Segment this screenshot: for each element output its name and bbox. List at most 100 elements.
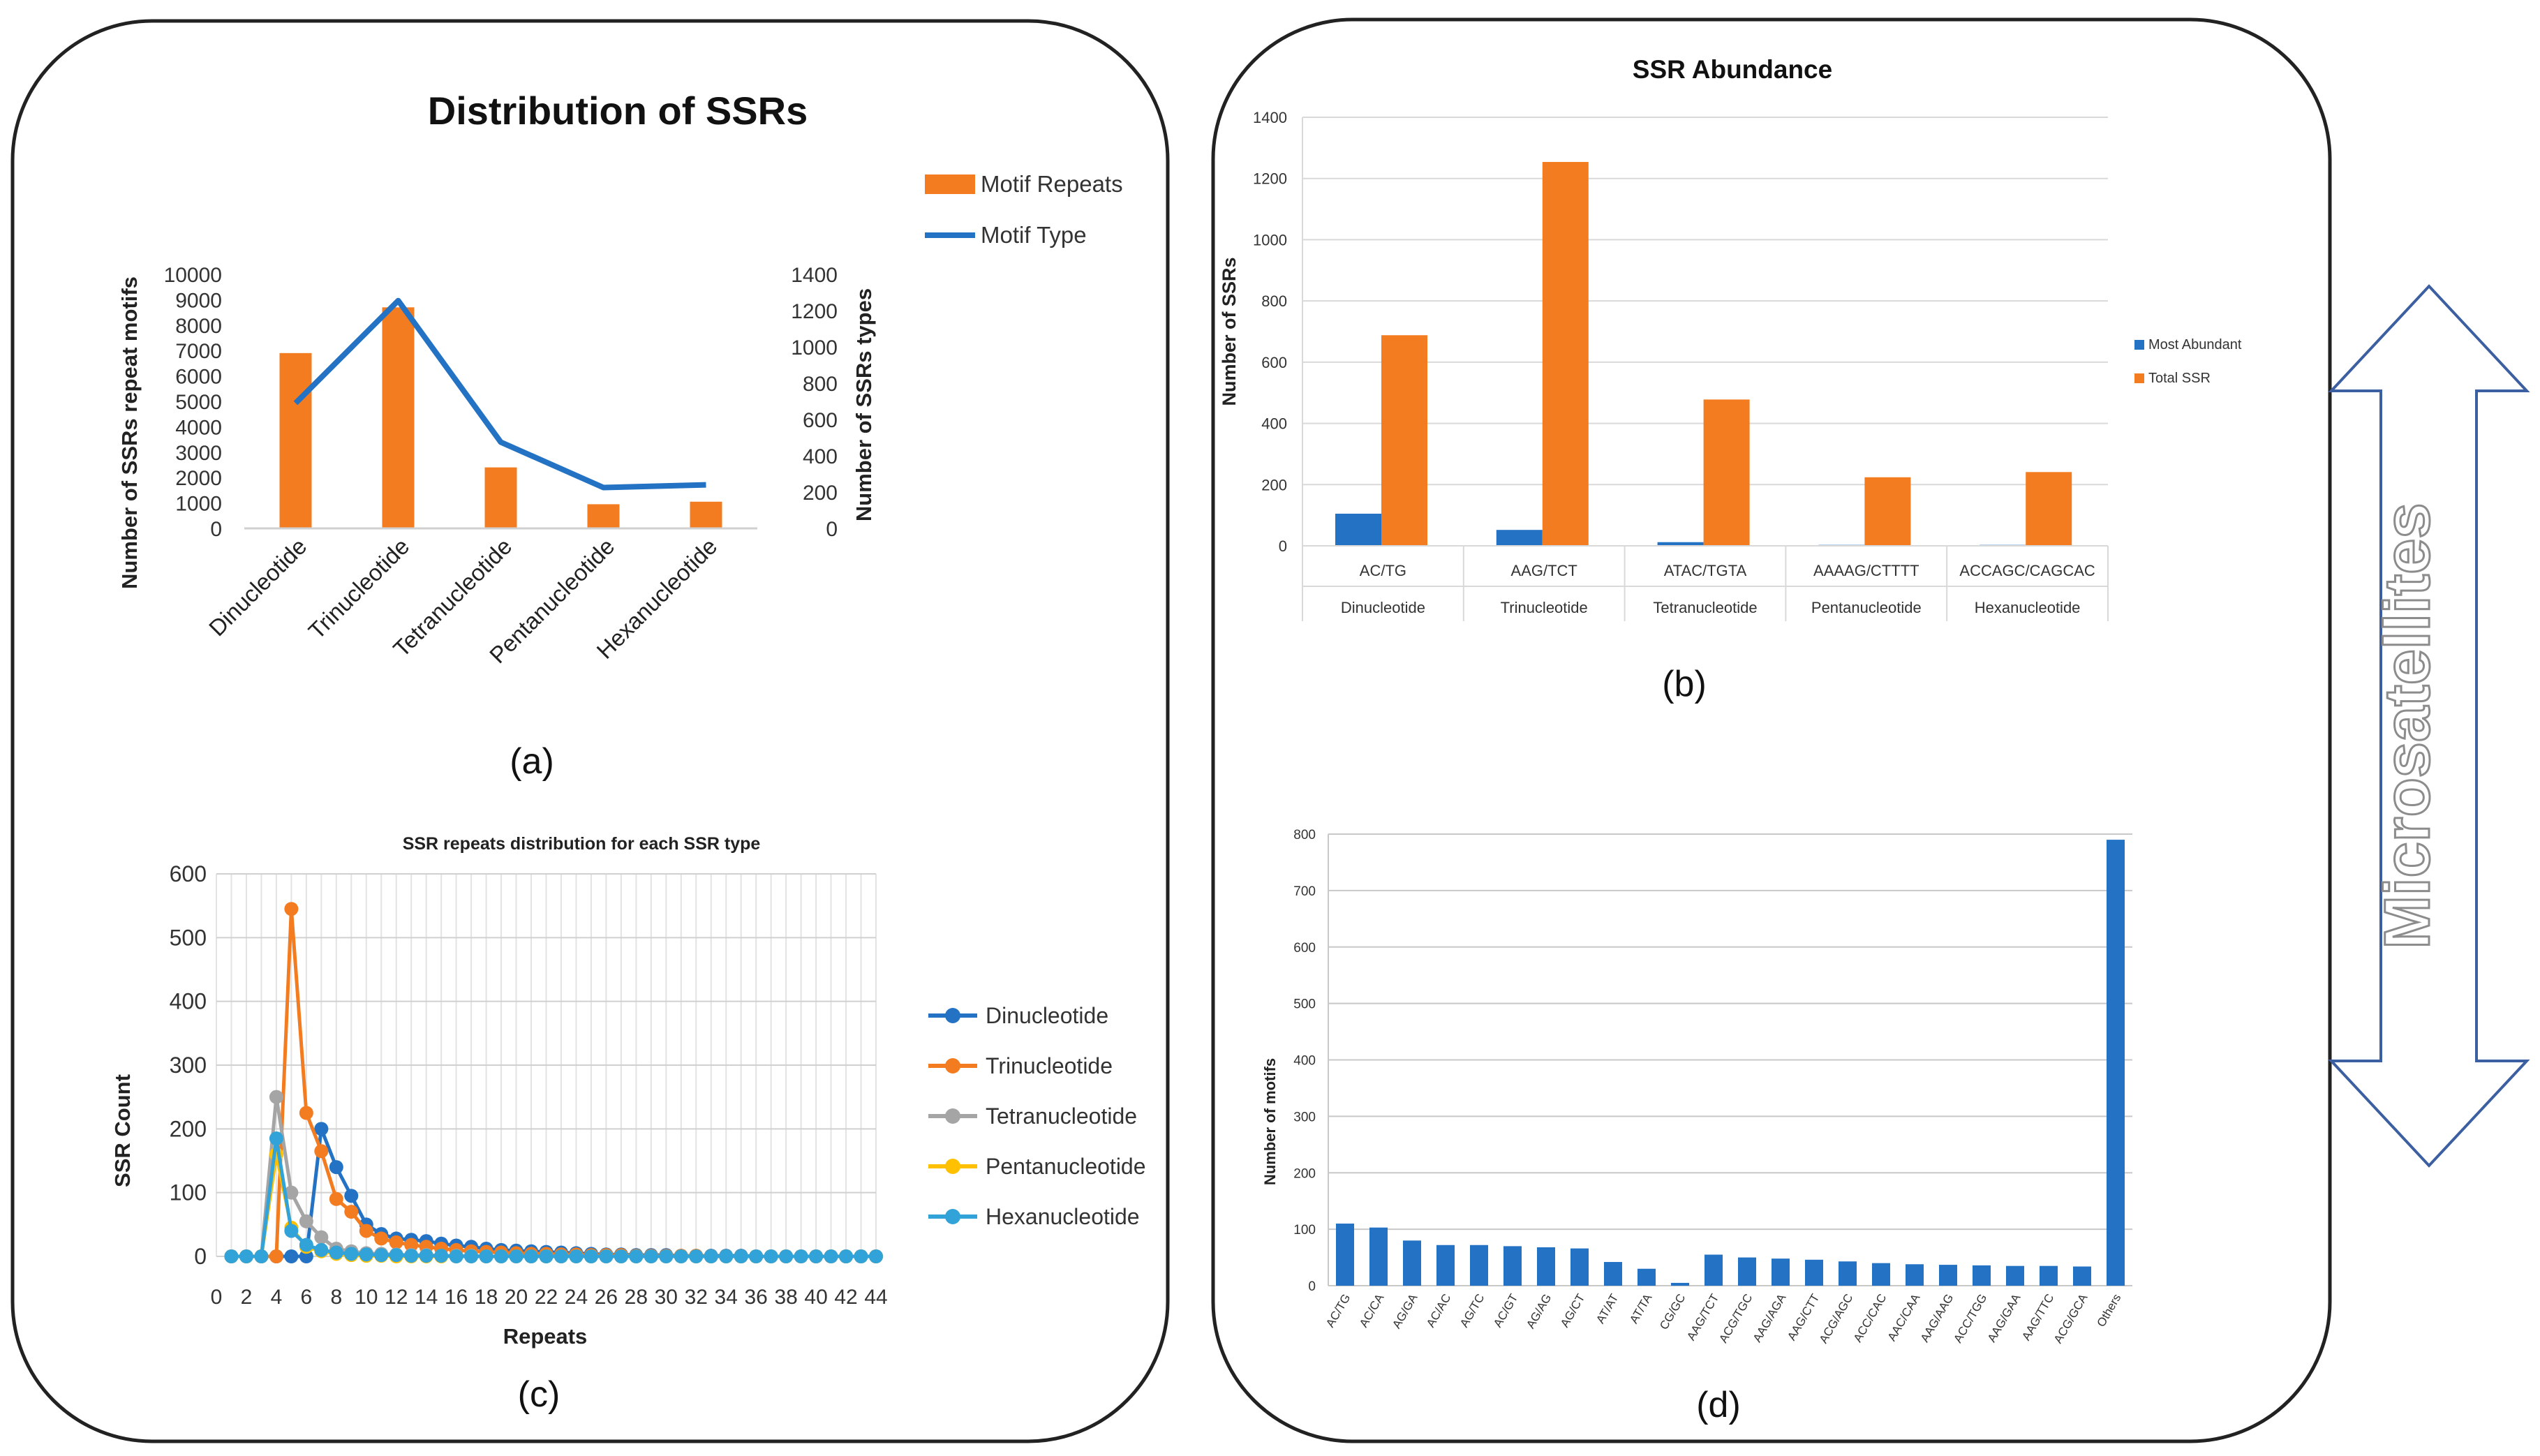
chart-c-point — [494, 1249, 509, 1263]
chart-d-bar — [1604, 1262, 1622, 1286]
chart-d-category-label: AC/TG — [1323, 1292, 1353, 1330]
chart-b-legend-total: Total SSR — [2148, 371, 2211, 386]
chart-d-bar — [2073, 1266, 2091, 1286]
chart-c-legend-label: Dinucleotide — [986, 1003, 1108, 1028]
chart-a-ytick: 6000 — [175, 366, 222, 389]
chart-a-bar — [690, 501, 722, 528]
chart-b-bar-total — [2026, 472, 2072, 546]
chart-a-y2tick: 200 — [803, 482, 838, 505]
chart-d-category-label: AG/GA — [1390, 1291, 1420, 1331]
chart-d-category-label: AAG/TTC — [2019, 1292, 2056, 1343]
chart-c-legend-label: Pentanucleotide — [986, 1154, 1146, 1179]
chart-b-ylabel: Number of SSRs — [1219, 257, 1240, 406]
chart-c-point — [329, 1245, 343, 1260]
chart-c-point — [284, 902, 299, 916]
chart-d-bar — [1671, 1282, 1689, 1286]
chart-c-point — [359, 1247, 373, 1262]
chart-c-point — [824, 1249, 838, 1263]
chart-b-category-label: AAAAG/CTTTT — [1813, 562, 1919, 579]
chart-c-point — [344, 1247, 359, 1261]
chart-b-ytick: 1400 — [1253, 109, 1287, 126]
chart-d-ytick: 700 — [1293, 884, 1316, 899]
chart-c-point — [329, 1160, 343, 1175]
chart-c-point — [389, 1235, 403, 1249]
chart-b-legend-swatch-most — [2134, 340, 2144, 350]
chart-a-legend-type: Motif Type — [981, 222, 1087, 248]
chart-d-category-label: ACC/TGG — [1951, 1292, 1989, 1346]
chart-c-ytick: 200 — [170, 1116, 207, 1141]
chart-d-category-label: AAG/TCT — [1684, 1292, 1721, 1343]
chart-d-category-label: Others — [2094, 1292, 2123, 1330]
chart-d-category-label: AAG/AAG — [1918, 1292, 1956, 1345]
chart-c: SSR repeats distribution for each SSR ty… — [110, 834, 1146, 1415]
chart-c-xtick: 38 — [774, 1286, 797, 1309]
chart-c-point — [404, 1238, 419, 1252]
chart-c-point — [299, 1249, 313, 1263]
chart-a-ytick: 5000 — [175, 391, 222, 414]
chart-b-ytick: 1000 — [1253, 231, 1287, 248]
chart-d-bar — [1906, 1264, 1924, 1286]
chart-c-point — [344, 1189, 359, 1203]
chart-c-series-tetranucleotide — [224, 1090, 883, 1263]
chart-d-bar — [2006, 1265, 2024, 1286]
chart-b-ytick: 1200 — [1253, 170, 1287, 188]
chart-c-point — [479, 1249, 493, 1263]
chart-d-ytick: 0 — [1308, 1279, 1316, 1294]
chart-a-ytick: 8000 — [175, 315, 222, 338]
chart-d-bar — [1939, 1265, 1957, 1286]
chart-c-legend-label: Tetranucleotide — [986, 1104, 1137, 1129]
chart-c-xtick: 18 — [475, 1286, 498, 1309]
chart-c-point — [314, 1144, 329, 1159]
chart-d-bar — [1369, 1227, 1388, 1286]
chart-c-xlabel: Repeats — [503, 1324, 588, 1349]
chart-c-point — [224, 1249, 239, 1263]
chart-c-point — [839, 1249, 854, 1263]
chart-c-legend-marker — [945, 1209, 960, 1224]
chart-b: SSR Abundance Number of SSRs 0 200 400 600 8… — [1219, 55, 2242, 704]
chart-d-category-label: AAC/CAA — [1885, 1291, 1923, 1344]
chart-c-xtick: 16 — [445, 1286, 468, 1309]
chart-c-xtick: 32 — [685, 1286, 708, 1309]
chart-c-point — [614, 1249, 628, 1263]
chart-c-xtick: 0 — [211, 1286, 223, 1309]
chart-d-category-label: AT/AT — [1594, 1292, 1621, 1326]
chart-c-point — [299, 1238, 313, 1252]
chart-b-ytick: 200 — [1261, 476, 1287, 493]
chart-c-ylabel: SSR Count — [110, 1074, 135, 1187]
chart-b-bar-total — [1381, 335, 1427, 546]
chart-a-ytick: 4000 — [175, 416, 222, 439]
chart-a-y2ticks: 0 200 400 600 800 1000 1200 1400 — [791, 264, 838, 541]
chart-d-bar — [1537, 1247, 1555, 1286]
chart-a-bar — [382, 307, 415, 528]
chart-d-ytick: 800 — [1293, 828, 1316, 842]
chart-d-category-label: ACG/TGC — [1716, 1292, 1755, 1346]
chart-a-bar — [587, 504, 620, 528]
caption-c: (c) — [518, 1374, 560, 1415]
chart-d-bars — [1336, 840, 2125, 1286]
panel-frame-left — [10, 19, 1170, 1443]
chart-c-series-trinucleotide — [224, 902, 883, 1263]
chart-c-legend-marker — [945, 1058, 960, 1074]
chart-d-category-label: AAG/CTT — [1785, 1292, 1822, 1343]
chart-d-bar — [1436, 1245, 1455, 1286]
chart-c-xtick: 8 — [330, 1286, 342, 1309]
chart-d-category-label: ACC/CAC — [1851, 1292, 1889, 1345]
chart-d-bar — [1738, 1257, 1756, 1286]
chart-b-title: SSR Abundance — [1633, 55, 1832, 84]
chart-c-ytick: 400 — [170, 989, 207, 1014]
chart-b-group-label: Hexanucleotide — [1975, 599, 2081, 616]
chart-c-point — [794, 1249, 808, 1263]
chart-c-point — [509, 1249, 523, 1263]
chart-c-point — [524, 1249, 539, 1263]
chart-c-point — [284, 1185, 299, 1200]
chart-a-ytick: 7000 — [175, 340, 222, 363]
chart-c-point — [569, 1249, 584, 1263]
caption-d: (d) — [1696, 1385, 1741, 1425]
caption-b: (b) — [1662, 664, 1707, 704]
chart-b-category-label: ATAC/TGTA — [1664, 562, 1747, 579]
chart-d-ytick: 600 — [1293, 941, 1316, 956]
chart-c-point — [779, 1249, 794, 1263]
chart-c-legend-label: Trinucleotide — [986, 1053, 1113, 1078]
microsatellites-label: Microsatellites — [2372, 503, 2443, 949]
